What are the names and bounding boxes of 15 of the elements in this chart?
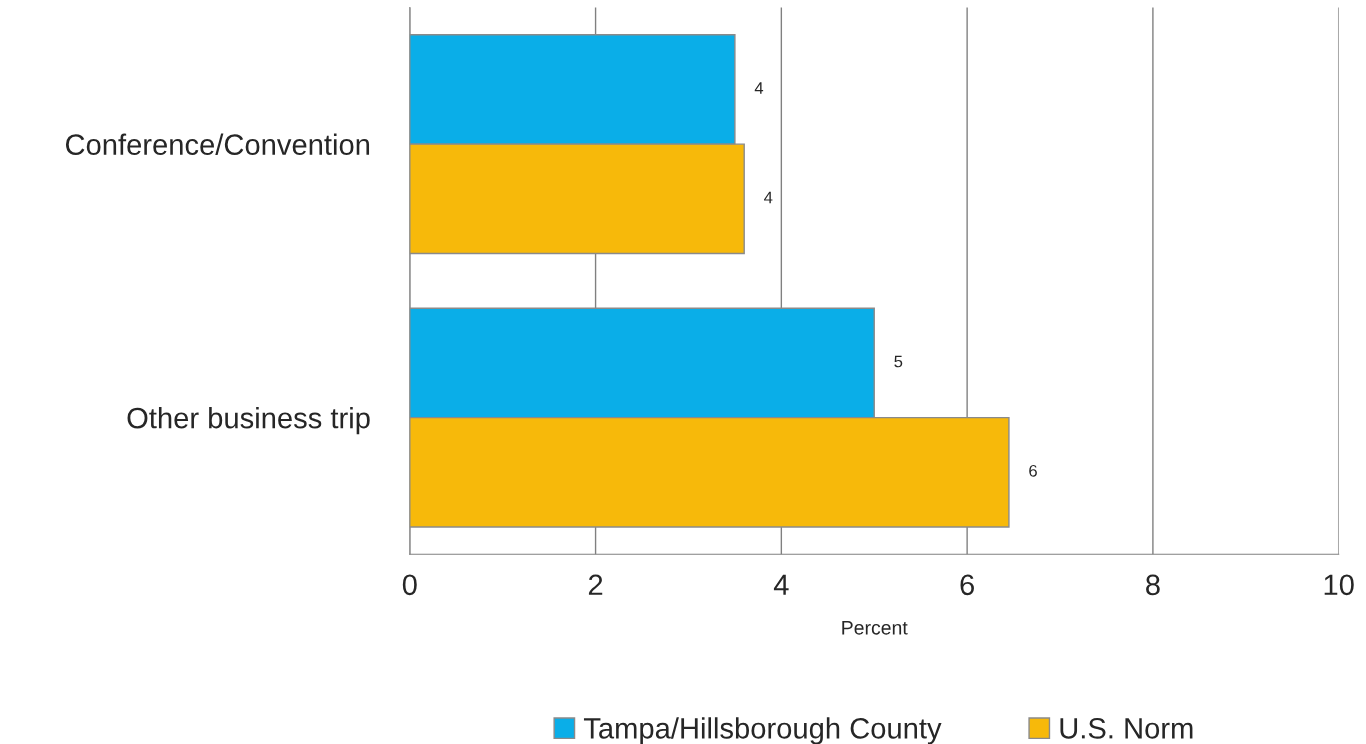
legend-label: Tampa/Hillsborough County [583,717,942,744]
y-tick-label: Conference/Convention [65,133,370,156]
data-label: 4 [754,82,764,94]
x-tick-label: 4 [773,574,789,595]
x-tick-label: 10 [1324,574,1354,596]
x-tick-label: 0 [402,574,417,596]
legend-label: U.S. Norm [1060,718,1193,739]
x-tick-label: 8 [1146,574,1160,596]
y-tick-label: Other business trip [127,407,370,435]
x-tick-label: 6 [960,574,974,596]
x-tick-label: 2 [588,574,603,595]
data-label: 6 [1029,464,1037,477]
x-axis-title: Percent [842,621,908,635]
data-label: 4 [764,191,773,204]
data-label: 5 [894,355,903,368]
